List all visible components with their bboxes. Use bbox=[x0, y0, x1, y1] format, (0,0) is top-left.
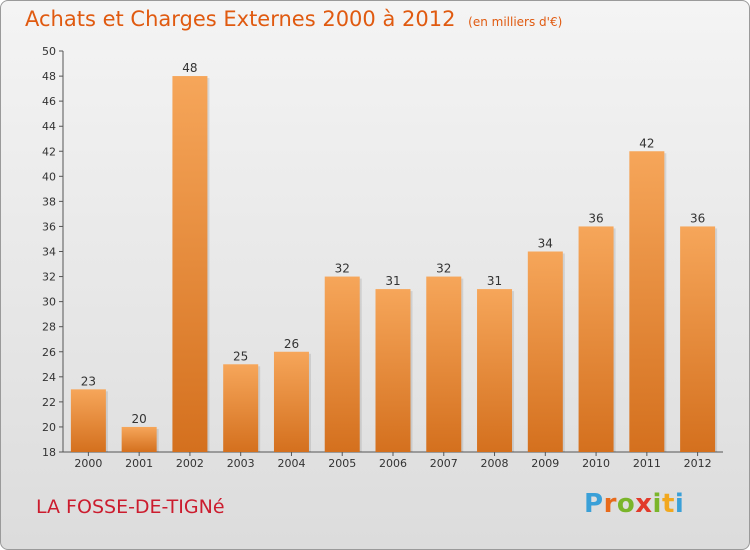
x-tick-label: 2005 bbox=[328, 457, 356, 470]
logo-letter: P bbox=[584, 489, 604, 519]
x-tick-label: 2000 bbox=[74, 457, 102, 470]
proxiti-logo: Proxiti bbox=[584, 489, 684, 519]
data-label: 23 bbox=[81, 374, 96, 388]
y-tick-label: 34 bbox=[42, 246, 56, 259]
bar bbox=[578, 226, 614, 452]
bar bbox=[629, 151, 665, 452]
y-tick-label: 32 bbox=[42, 271, 56, 284]
data-label: 32 bbox=[436, 262, 451, 276]
logo-letter: o bbox=[616, 489, 636, 519]
logo-letter: i bbox=[652, 489, 662, 519]
x-tick-label: 2002 bbox=[176, 457, 204, 470]
y-tick-label: 42 bbox=[42, 145, 56, 158]
data-label: 31 bbox=[385, 274, 400, 288]
y-tick-label: 30 bbox=[42, 296, 56, 309]
chart-title: Achats et Charges Externes 2000 à 2012 (… bbox=[25, 7, 562, 31]
y-tick-label: 24 bbox=[42, 371, 56, 384]
y-tick-label: 38 bbox=[42, 195, 56, 208]
logo-letter: x bbox=[635, 489, 653, 519]
bar bbox=[223, 364, 259, 452]
logo-letter: r bbox=[603, 489, 617, 519]
y-tick-label: 26 bbox=[42, 346, 56, 359]
x-tick-label: 2010 bbox=[582, 457, 610, 470]
y-tick-label: 50 bbox=[42, 45, 56, 58]
bar bbox=[70, 389, 106, 452]
x-tick-label: 2011 bbox=[633, 457, 661, 470]
y-tick-label: 22 bbox=[42, 396, 56, 409]
bar bbox=[273, 351, 309, 452]
bar bbox=[426, 276, 462, 452]
data-label: 20 bbox=[132, 412, 147, 426]
bar bbox=[121, 426, 157, 452]
data-label: 36 bbox=[690, 211, 705, 225]
x-tick-label: 2001 bbox=[125, 457, 153, 470]
bar bbox=[527, 251, 563, 452]
data-label: 26 bbox=[284, 337, 299, 351]
data-label: 25 bbox=[233, 349, 248, 363]
chart-title-text: Achats et Charges Externes 2000 à 2012 bbox=[25, 7, 456, 31]
bar bbox=[680, 226, 716, 452]
x-tick-label: 2012 bbox=[684, 457, 712, 470]
chart-unit-label: (en milliers d'€) bbox=[468, 15, 563, 29]
data-label: 32 bbox=[335, 262, 350, 276]
x-tick-label: 2003 bbox=[227, 457, 255, 470]
y-tick-label: 44 bbox=[42, 120, 56, 133]
y-tick-label: 46 bbox=[42, 95, 56, 108]
y-tick-label: 20 bbox=[42, 421, 56, 434]
y-tick-label: 28 bbox=[42, 321, 56, 334]
data-label: 31 bbox=[487, 274, 502, 288]
x-tick-label: 2009 bbox=[531, 457, 559, 470]
logo-letter: t bbox=[661, 489, 675, 519]
x-tick-label: 2006 bbox=[379, 457, 407, 470]
bar bbox=[375, 289, 411, 452]
y-tick-label: 40 bbox=[42, 170, 56, 183]
data-label: 42 bbox=[639, 136, 654, 150]
chart-bars bbox=[70, 76, 718, 452]
commune-name: LA FOSSE-DE-TIGNé bbox=[36, 496, 225, 518]
data-label: 34 bbox=[538, 237, 553, 251]
x-tick-label: 2008 bbox=[481, 457, 509, 470]
chart-labels: 2000 23 2001 20 2002 48 2003 25 2004 26 2005 32 2006… bbox=[74, 61, 711, 470]
bar bbox=[324, 276, 360, 452]
x-tick-label: 2004 bbox=[277, 457, 305, 470]
chart-axes: 18 20 22 24 26 28 30 32 34 36 38 40 42 44 46 48 50 bbox=[42, 45, 723, 459]
data-label: 48 bbox=[182, 61, 197, 75]
y-tick-label: 48 bbox=[42, 70, 56, 83]
bar bbox=[477, 289, 513, 452]
x-tick-label: 2007 bbox=[430, 457, 458, 470]
bar bbox=[172, 76, 208, 452]
logo-letter: i bbox=[674, 489, 685, 519]
y-tick-label: 18 bbox=[42, 446, 56, 459]
data-label: 36 bbox=[588, 211, 603, 225]
y-tick-label: 36 bbox=[42, 220, 56, 233]
